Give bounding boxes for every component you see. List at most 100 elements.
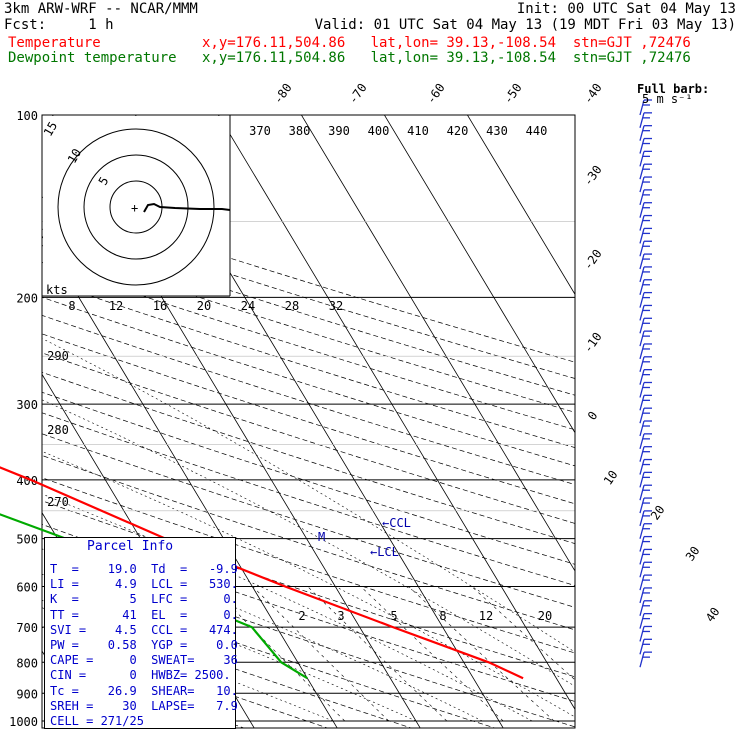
wind-barb-staff [639, 433, 645, 450]
wind-barb-staff [639, 459, 645, 475]
parcel-info-row: Tc = 26.9 SHEAR= 10. [50, 683, 238, 698]
legend-temperature-label: Temperature [8, 35, 101, 51]
temperature-tick-label: 0 [585, 409, 601, 423]
init-time: Init: 00 UTC Sat 04 May 13 [516, 1, 736, 17]
hodograph-ring-label: 15 [41, 119, 60, 139]
parcel-info-row: SREH = 30 LAPSE= 7.9 [50, 698, 238, 713]
hodograph-scale-label: 16 [153, 299, 167, 313]
dry-adiabat [42, 433, 575, 608]
temperature-tick-label: 40 [703, 605, 723, 625]
hodograph-scale-label: 28 [285, 299, 299, 313]
temperature-tick-label: -10 [581, 330, 605, 356]
dry-adiabat [42, 262, 575, 431]
wind-barb-staff [639, 292, 645, 308]
parcel-info-row: TT = 41 EL = 0. [50, 607, 238, 622]
wind-barb-staff [639, 485, 645, 501]
legend-dewpoint-info: x,y=176.11,504.86 lat,lon= 39.13,-108.54… [202, 50, 691, 66]
wind-barb-staff [639, 125, 645, 141]
hodograph-scale-label: 32 [329, 299, 343, 313]
mixing-ratio-label: 5 [390, 609, 397, 623]
temperature-tick-label: 20 [648, 503, 668, 523]
theta-label: 380 [289, 124, 311, 138]
isotherm-line [300, 115, 575, 572]
wind-barb-staff [639, 330, 645, 347]
wind-barb-staff [639, 99, 645, 116]
wind-key-value: 5 m s⁻¹ [642, 92, 693, 106]
mixing-ratio-label: 2 [298, 609, 305, 623]
moist-adiabat [42, 493, 533, 722]
parcel-info-row: SVI = 4.5 CCL = 474. [50, 622, 238, 637]
hodograph-trace [143, 202, 231, 213]
dry-adiabat [42, 352, 575, 524]
wind-barb-staff [639, 420, 645, 437]
isotherm-line [383, 115, 575, 434]
mixing-ratio-line [360, 586, 504, 722]
hodograph-scale-label: 8 [68, 299, 75, 313]
theta-label: 430 [486, 124, 508, 138]
hodograph-unit-label: kts [46, 283, 68, 297]
wind-barb-staff [639, 549, 645, 565]
temperature-tick-label: 10 [601, 468, 621, 488]
wind-key-title: Full barb: [637, 82, 709, 96]
temperature-tick-label: -60 [424, 81, 448, 107]
pressure-tick-label: 1000 [9, 715, 38, 729]
wind-barb-staff [639, 382, 645, 398]
wind-barb-staff [639, 228, 645, 244]
theta-label-left: 280 [47, 423, 69, 437]
wind-barb-staff [639, 395, 645, 411]
temperature-tick-label: 30 [683, 544, 703, 564]
forecast-hour: Fcst: 1 h [4, 17, 114, 33]
mixing-ratio-label: 12 [479, 609, 493, 623]
wind-barb-staff [639, 318, 645, 334]
wind-barbs [639, 99, 652, 668]
isotherm-line [217, 115, 575, 711]
wind-barb-staff [639, 112, 645, 129]
pressure-tick-label: 900 [16, 687, 38, 701]
moist-adiabat [42, 399, 575, 687]
temperature-tick-label: -40 [581, 81, 605, 107]
theta-label: 410 [407, 124, 429, 138]
dry-adiabat [42, 212, 575, 379]
mixing-ratio-label: 20 [538, 609, 552, 623]
wind-barb-staff [639, 279, 645, 295]
isotherm-line [466, 115, 575, 296]
wind-barb-staff [639, 305, 645, 321]
pressure-tick-label: 600 [16, 581, 38, 595]
temperature-tick-label: -50 [501, 81, 525, 107]
wind-barb-staff [639, 189, 645, 206]
parcel-info-row: CIN = 0 HWBZ= 2500. [50, 668, 231, 683]
theta-label: 420 [447, 124, 469, 138]
wind-barb-staff [639, 176, 645, 193]
parcel-info-row: CAPE = 0 SWEAT= 36 [50, 653, 238, 668]
model-title: 3km ARW-WRF -- NCAR/MMM [4, 1, 198, 17]
pressure-tick-label: 500 [16, 533, 38, 547]
theta-label-left: 290 [47, 349, 69, 363]
theta-label: 370 [249, 124, 271, 138]
pressure-tick-label: 700 [16, 621, 38, 635]
hodograph-ring [57, 128, 215, 286]
hodograph-scale-label: 24 [241, 299, 255, 313]
temperature-tick-label: -30 [581, 163, 605, 189]
wind-barb-staff [639, 356, 645, 372]
wind-barb-staff [639, 574, 645, 591]
parcel-info-row: T = 19.0 Td = -9.9 [50, 562, 238, 576]
valid-time: Valid: 01 UTC Sat 04 May 13 (19 MDT Fri … [314, 17, 736, 33]
isotherm-line [0, 102, 9, 734]
parcel-info-title: Parcel Info [87, 539, 174, 554]
pressure-tick-label: 100 [16, 109, 38, 123]
theta-label-left: 270 [47, 495, 69, 509]
dry-adiabat [42, 599, 413, 728]
wind-barb-staff [639, 562, 645, 578]
wind-barb-staff [639, 613, 645, 629]
temperature-tick-label: -20 [581, 247, 605, 273]
parcel-info-row: K = 5 LFC = 0. [50, 592, 238, 607]
dry-adiabat [42, 296, 575, 467]
wind-barb-staff [639, 138, 645, 154]
wind-barb-staff [639, 202, 645, 218]
wind-barb-staff [639, 215, 645, 231]
wind-barb-staff [639, 587, 645, 604]
ccl-marker: ←CCL [382, 516, 411, 530]
mixing-ratio-label: 8 [439, 609, 446, 623]
wind-barb-staff [639, 241, 645, 257]
